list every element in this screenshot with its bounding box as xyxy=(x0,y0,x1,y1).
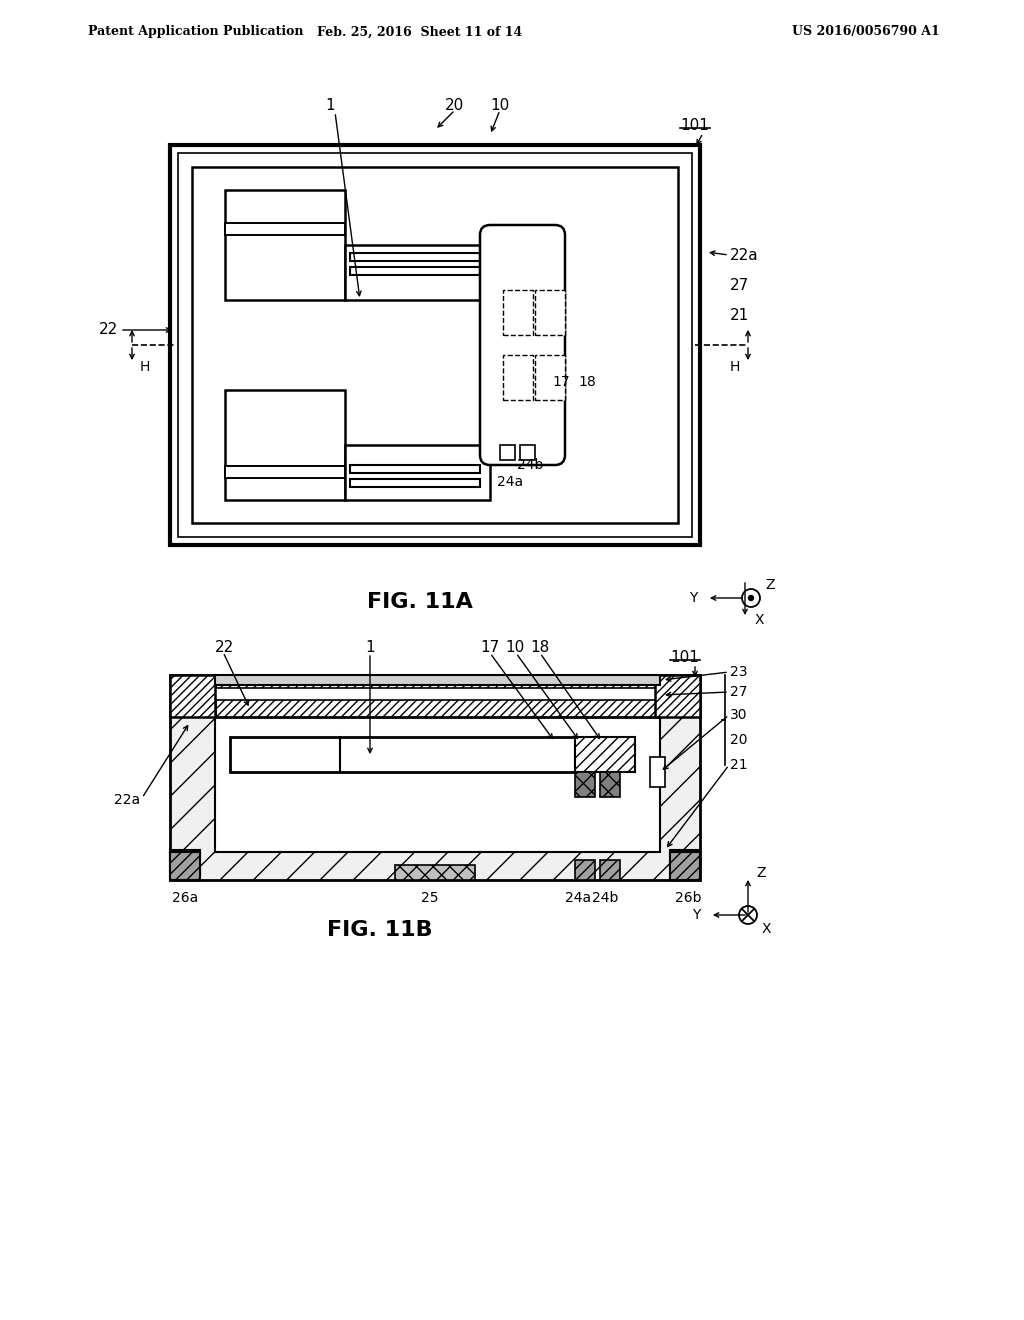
Bar xyxy=(215,675,660,685)
Bar xyxy=(230,737,575,772)
Text: 20: 20 xyxy=(445,98,465,112)
Text: Z: Z xyxy=(756,866,766,880)
Bar xyxy=(503,290,534,335)
Text: 22a: 22a xyxy=(730,248,759,263)
Text: 1: 1 xyxy=(366,640,375,656)
Bar xyxy=(225,223,345,235)
Text: Feb. 25, 2016  Sheet 11 of 14: Feb. 25, 2016 Sheet 11 of 14 xyxy=(317,25,522,38)
Text: US 2016/0056790 A1: US 2016/0056790 A1 xyxy=(793,25,940,38)
Bar xyxy=(535,290,565,335)
Bar xyxy=(225,389,345,500)
Bar xyxy=(170,851,200,880)
Text: X: X xyxy=(762,921,771,936)
Text: 10: 10 xyxy=(490,98,510,112)
Text: 1: 1 xyxy=(326,98,335,112)
Bar xyxy=(655,675,700,717)
Bar xyxy=(535,355,565,400)
Bar xyxy=(503,355,534,400)
Bar xyxy=(520,445,535,459)
Bar xyxy=(575,737,635,772)
Text: 24b: 24b xyxy=(517,458,543,473)
Bar xyxy=(500,445,515,459)
Bar xyxy=(178,153,692,537)
Text: 27: 27 xyxy=(730,277,750,293)
Text: 10: 10 xyxy=(506,640,524,656)
Text: Patent Application Publication: Patent Application Publication xyxy=(88,25,303,38)
Bar xyxy=(345,445,490,500)
Bar xyxy=(600,861,620,880)
Bar xyxy=(395,865,475,880)
Text: 27: 27 xyxy=(730,685,748,700)
Bar xyxy=(575,861,595,880)
Text: 24a: 24a xyxy=(497,475,523,488)
Text: 18: 18 xyxy=(530,640,550,656)
Text: 17: 17 xyxy=(480,640,500,656)
Text: 26a: 26a xyxy=(172,891,198,906)
Text: 23: 23 xyxy=(730,665,748,678)
Bar xyxy=(350,267,480,275)
Text: 101: 101 xyxy=(670,649,698,664)
Text: 22a: 22a xyxy=(114,793,140,807)
Bar xyxy=(170,675,700,880)
Text: FIG. 11A: FIG. 11A xyxy=(367,591,473,612)
Bar xyxy=(670,851,700,880)
Bar xyxy=(170,145,700,545)
Text: H: H xyxy=(140,360,151,374)
Bar xyxy=(225,190,345,300)
Text: FIG. 11B: FIG. 11B xyxy=(328,920,433,940)
Text: 101: 101 xyxy=(680,117,709,132)
Text: 25: 25 xyxy=(421,891,438,906)
Bar xyxy=(350,479,480,487)
Bar xyxy=(350,465,480,473)
Bar xyxy=(575,772,595,797)
Bar xyxy=(650,756,665,787)
Circle shape xyxy=(749,595,754,601)
FancyBboxPatch shape xyxy=(480,224,565,465)
Text: 22: 22 xyxy=(215,640,234,656)
Bar xyxy=(170,850,200,880)
Text: 20: 20 xyxy=(730,733,748,747)
Text: 17: 17 xyxy=(552,375,569,389)
Text: 24b: 24b xyxy=(592,891,618,906)
Text: Y: Y xyxy=(691,908,700,921)
Bar xyxy=(345,246,490,300)
Text: Y: Y xyxy=(688,591,697,605)
Bar xyxy=(215,675,660,717)
Text: 21: 21 xyxy=(730,308,750,322)
Bar xyxy=(215,688,660,700)
Text: 26b: 26b xyxy=(675,891,701,906)
Bar xyxy=(170,675,215,717)
Text: H: H xyxy=(730,360,740,374)
Text: Z: Z xyxy=(765,578,774,591)
Bar xyxy=(193,168,678,523)
Text: 24a: 24a xyxy=(565,891,591,906)
Text: 18: 18 xyxy=(578,375,596,389)
Bar xyxy=(225,466,345,478)
Text: 22: 22 xyxy=(98,322,118,338)
Text: 30: 30 xyxy=(730,708,748,722)
Bar xyxy=(350,253,480,261)
Bar xyxy=(215,717,660,851)
Bar xyxy=(600,772,620,797)
Text: X: X xyxy=(755,612,765,627)
Text: 21: 21 xyxy=(730,758,748,772)
Bar xyxy=(670,850,700,880)
